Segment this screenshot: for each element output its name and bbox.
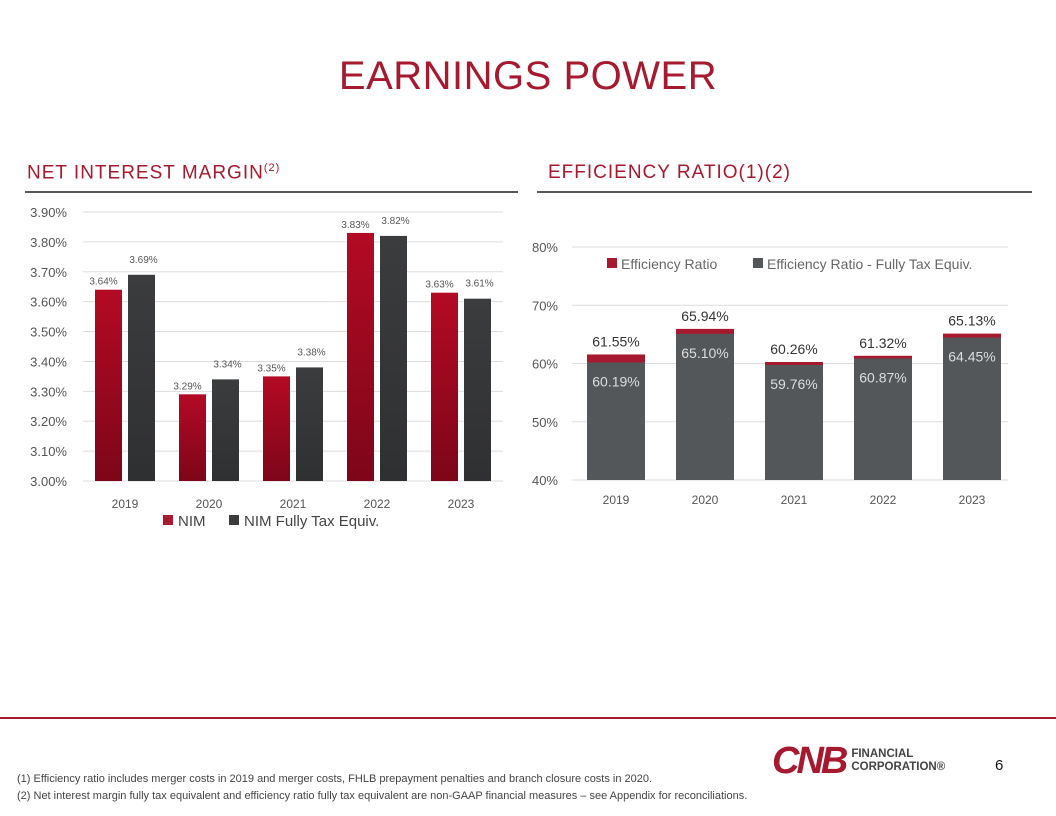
eff-xtick: 2020 <box>692 493 719 507</box>
eff-xtick: 2023 <box>959 493 986 507</box>
eff-ytick: 40% <box>532 473 558 488</box>
logo-mark: CNB <box>772 740 848 782</box>
nim-bar <box>263 376 290 481</box>
eff-fte-label: 60.87% <box>859 369 906 385</box>
efficiency-divider <box>537 191 1032 193</box>
eff-ratio-label: 65.13% <box>948 313 995 329</box>
eff-xtick: 2022 <box>870 493 897 507</box>
nim-label: 3.63% <box>425 280 453 291</box>
eff-fte-bar <box>587 362 645 480</box>
eff-xtick: 2019 <box>603 493 630 507</box>
eff-ytick: 60% <box>532 357 558 372</box>
charts: 3.00% 3.10% 3.20% 3.30% 3.40% 3.50% 3.60% 3.70%… <box>30 205 1008 530</box>
nim-xtick: 2021 <box>280 497 307 511</box>
nim-fte-legend-label: NIM Fully Tax Equiv. <box>244 513 379 530</box>
nim-fte-label: 3.38% <box>297 347 325 358</box>
nim-ytick: 3.20% <box>30 414 67 429</box>
nim-fte-label: 3.82% <box>381 216 409 227</box>
eff-xtick: 2021 <box>781 493 808 507</box>
nim-bar <box>347 232 374 481</box>
nim-fte-label: 3.34% <box>213 359 241 370</box>
eff-ratio-label: 61.32% <box>859 335 906 351</box>
nim-label: 3.64% <box>89 277 117 288</box>
eff-fte-bar <box>943 337 1001 480</box>
nim-xtick: 2020 <box>196 497 223 511</box>
nim-fte-bar <box>380 235 407 481</box>
nim-divider <box>25 191 518 193</box>
nim-ytick: 3.50% <box>30 325 67 340</box>
eff-fte-legend-label: Efficiency Ratio - Fully Tax Equiv. <box>767 256 972 272</box>
nim-xtick: 2023 <box>448 497 475 511</box>
eff-fte-label: 65.10% <box>681 345 728 361</box>
nim-bar <box>95 289 122 481</box>
nim-ytick: 3.90% <box>30 205 67 220</box>
eff-fte-bar <box>854 358 912 480</box>
page-title: EARNINGS POWER <box>338 54 718 98</box>
logo-line1: FINANCIAL <box>851 748 914 760</box>
eff-ratio-label: 61.55% <box>592 333 639 349</box>
logo-text: FINANCIAL CORPORATION® <box>851 748 945 774</box>
nim-legend-label: NIM <box>178 513 206 530</box>
eff-ratio-label: 65.94% <box>681 308 728 324</box>
eff-ratio-label: 60.26% <box>770 341 817 357</box>
company-logo: CNB FINANCIAL CORPORATION® <box>772 742 945 780</box>
nim-bar <box>179 394 206 481</box>
nim-legend-swatch <box>163 515 173 525</box>
eff-fte-bar <box>676 333 734 480</box>
page-number: 6 <box>995 757 1004 774</box>
footnote-2: (2) Net interest margin fully tax equiva… <box>17 790 748 802</box>
nim-ytick: 3.60% <box>30 295 67 310</box>
nim-heading-text: NET INTEREST MARGIN <box>27 162 264 184</box>
eff-legend-swatch <box>607 258 617 268</box>
eff-legend-label: Efficiency Ratio <box>621 256 717 272</box>
nim-fte-label: 3.69% <box>129 255 157 266</box>
nim-ytick: 3.10% <box>30 444 67 459</box>
nim-label: 3.29% <box>173 381 201 392</box>
nim-fte-bar <box>296 367 323 481</box>
nim-fte-bar <box>212 379 239 481</box>
nim-ytick: 3.40% <box>30 354 67 369</box>
eff-ytick: 80% <box>532 240 558 255</box>
nim-label: 3.35% <box>257 363 285 374</box>
eff-ytick: 50% <box>532 415 558 430</box>
footnote-1: (1) Efficiency ratio includes merger cos… <box>17 773 653 785</box>
logo-line2: CORPORATION® <box>851 761 946 773</box>
eff-ytick: 70% <box>532 298 558 313</box>
eff-fte-bar <box>765 364 823 480</box>
nim-fte-bar <box>464 298 491 481</box>
nim-heading-sup: (2) <box>263 162 281 174</box>
nim-bar <box>431 292 458 481</box>
nim-ytick: 3.30% <box>30 384 67 399</box>
nim-heading: NET INTEREST MARGIN(2) <box>27 162 280 184</box>
nim-xtick: 2019 <box>112 497 139 511</box>
efficiency-heading: EFFICIENCY RATIO(1)(2) <box>548 162 791 183</box>
nim-fte-bar <box>128 274 155 481</box>
eff-fte-legend-swatch <box>753 258 763 268</box>
nim-fte-label: 3.61% <box>465 279 493 290</box>
nim-ytick: 3.00% <box>30 474 67 489</box>
eff-fte-label: 59.76% <box>770 376 817 392</box>
nim-fte-legend-swatch <box>229 515 239 525</box>
nim-ytick: 3.80% <box>30 235 67 250</box>
nim-xtick: 2022 <box>364 497 391 511</box>
footer-divider <box>0 717 1056 719</box>
eff-fte-label: 60.19% <box>592 373 639 389</box>
nim-ytick: 3.70% <box>30 265 67 280</box>
nim-label: 3.83% <box>341 220 369 231</box>
eff-fte-label: 64.45% <box>948 349 995 365</box>
